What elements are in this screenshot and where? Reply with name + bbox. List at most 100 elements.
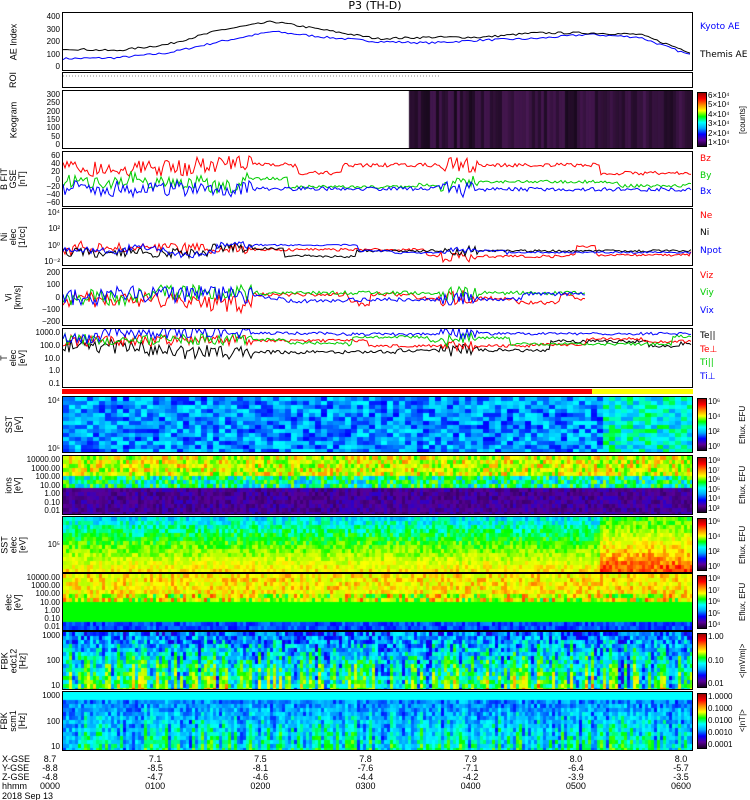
y-tick-label: 0.01 xyxy=(44,622,60,631)
spectrogram xyxy=(63,517,692,572)
colorbar-title: [counts] xyxy=(738,105,747,134)
colorbar-tick-label: 0.0010 xyxy=(708,728,733,737)
colorbar xyxy=(697,518,707,571)
footer-column: 7.1 -8.5 -4.7 0100 xyxy=(145,754,166,791)
y-tick-label: 1000 xyxy=(42,631,60,640)
y-axis-label: Vi [km/s] xyxy=(3,285,23,309)
colorbar-tick-label: 10⁴ xyxy=(708,620,721,629)
panel-elec xyxy=(62,573,693,631)
y-tick-label: 50 xyxy=(51,131,60,141)
y-tick-label: 1000.00 xyxy=(31,463,60,473)
line-plot xyxy=(63,155,692,199)
y-axis-label: SST [eV] xyxy=(3,415,23,434)
footer-column: 8.0 -6.4 -3.9 0500 xyxy=(565,754,586,791)
colorbar-tick-label: 0.10 xyxy=(708,655,724,665)
y-tick-label: 10⁰ xyxy=(47,240,60,250)
legend-Viy: Viy xyxy=(700,288,714,299)
y-tick-label: 100.0 xyxy=(39,340,60,350)
y-tick-label: 200 xyxy=(46,268,60,277)
panel-t xyxy=(62,328,693,388)
y-tick-label: 20 xyxy=(51,166,60,176)
colorbar-tick-label: 0.1000 xyxy=(708,704,733,713)
colorbar-title: Eflux, EFU xyxy=(738,405,747,444)
series-kyoto-ae xyxy=(63,30,691,61)
panel-ions xyxy=(62,455,693,515)
y-tick-label: 10 xyxy=(51,681,60,690)
colorbar-tick-label: 10⁶ xyxy=(708,597,721,606)
y-tick-label: 0.1 xyxy=(48,379,60,388)
colorbar-tick-label: 4×10⁴ xyxy=(708,109,730,119)
series-By xyxy=(63,170,692,194)
colorbar-tick-label: 0.0100 xyxy=(708,716,733,725)
colorbar-tick-label: 10⁷ xyxy=(708,465,720,475)
y-tick-label: 100 xyxy=(46,656,60,665)
series-Vix xyxy=(63,285,586,307)
legend-Te||: Te|| xyxy=(700,331,716,341)
colorbar-tick-label: 10⁴ xyxy=(708,532,721,541)
colorbar-tick-label: 2×10⁴ xyxy=(708,128,730,138)
y-tick-label: 100 xyxy=(46,123,60,133)
y-tick-label: 0 xyxy=(55,62,60,71)
spectrogram xyxy=(63,692,692,750)
colorbar xyxy=(697,92,707,147)
y-tick-label: 0 xyxy=(55,292,60,302)
y-tick-label: 150 xyxy=(46,115,60,124)
colorbar-title: Eflux, EFU xyxy=(738,525,747,564)
y-tick-label: 10000.00 xyxy=(26,455,60,464)
colorbar-tick-label: 0.01 xyxy=(708,679,724,688)
y-tick-label: 100 xyxy=(46,49,60,59)
panel-sst xyxy=(62,516,693,573)
y-axis-label: Keogram xyxy=(8,101,18,138)
y-tick-label: 1000.0 xyxy=(35,328,60,337)
y-tick-label: 250 xyxy=(46,98,60,108)
colorbar-tick-label: 10⁶ xyxy=(708,517,721,526)
footer-column: 7.5 -8.1 -4.6 0200 xyxy=(250,754,271,791)
spectrogram xyxy=(63,397,692,452)
y-tick-label: 400 xyxy=(46,12,60,21)
y-axis-label: SST elec [eV] xyxy=(0,535,27,554)
legend-By: By xyxy=(700,170,712,181)
legend-Ti⊥: Ti⊥ xyxy=(700,371,716,382)
colorbar-title: Eflux, EFU xyxy=(738,582,747,622)
y-axis-label: B FIT GSE [nT] xyxy=(0,168,27,190)
series-Ti⊥ xyxy=(63,329,692,346)
y-tick-label: 10.0 xyxy=(44,353,60,363)
colorbar-tick-label: 3×10⁴ xyxy=(708,119,730,129)
y-tick-label: 1.00 xyxy=(44,605,60,615)
y-axis-label: ROI xyxy=(8,71,18,88)
colorbar-tick-label: 10⁶ xyxy=(708,397,721,406)
y-tick-label: 10000.00 xyxy=(26,573,60,582)
y-tick-label: 0.10 xyxy=(44,613,60,623)
y-tick-label: 10⁴ xyxy=(47,396,60,405)
legend-themis-ae: Themis AE xyxy=(700,50,748,60)
y-axis-label: T elec [eV] xyxy=(0,349,27,367)
y-tick-label: 40 xyxy=(51,158,60,168)
panel-fbk xyxy=(62,691,693,751)
y-tick-label: 10 xyxy=(51,742,60,751)
mode-bar xyxy=(62,389,693,394)
colorbar-tick-label: 10⁵ xyxy=(708,484,721,494)
panel-sst xyxy=(62,396,693,453)
y-tick-label: 100 xyxy=(46,716,60,726)
y-tick-label: 300 xyxy=(46,90,60,99)
y-axis-label: AE Index xyxy=(8,23,18,60)
line-plot xyxy=(63,283,586,315)
y-axis-label: FBK edc12 [Hz] xyxy=(0,648,27,673)
panel-ni xyxy=(62,208,693,266)
y-tick-label: 200 xyxy=(46,106,60,116)
spectrogram xyxy=(63,574,692,630)
colorbar-tick-label: 10⁰ xyxy=(708,562,721,571)
y-tick-label: 60 xyxy=(51,151,60,160)
legend-Viz: Viz xyxy=(700,271,714,281)
legend-Npot: Npot xyxy=(700,245,722,256)
y-tick-label: −200 xyxy=(41,317,60,326)
colorbar-tick-label: 10⁰ xyxy=(708,442,721,451)
colorbar-tick-label: 6×10⁴ xyxy=(708,91,730,100)
y-tick-label: −100 xyxy=(41,304,60,314)
footer-column: 8.0 -5.7 -3.5 0600 xyxy=(671,754,692,791)
y-tick-label: 1.0 xyxy=(48,366,60,376)
y-tick-label: 100.00 xyxy=(35,472,60,481)
colorbar xyxy=(697,398,707,451)
y-tick-label: 10.00 xyxy=(39,597,60,607)
